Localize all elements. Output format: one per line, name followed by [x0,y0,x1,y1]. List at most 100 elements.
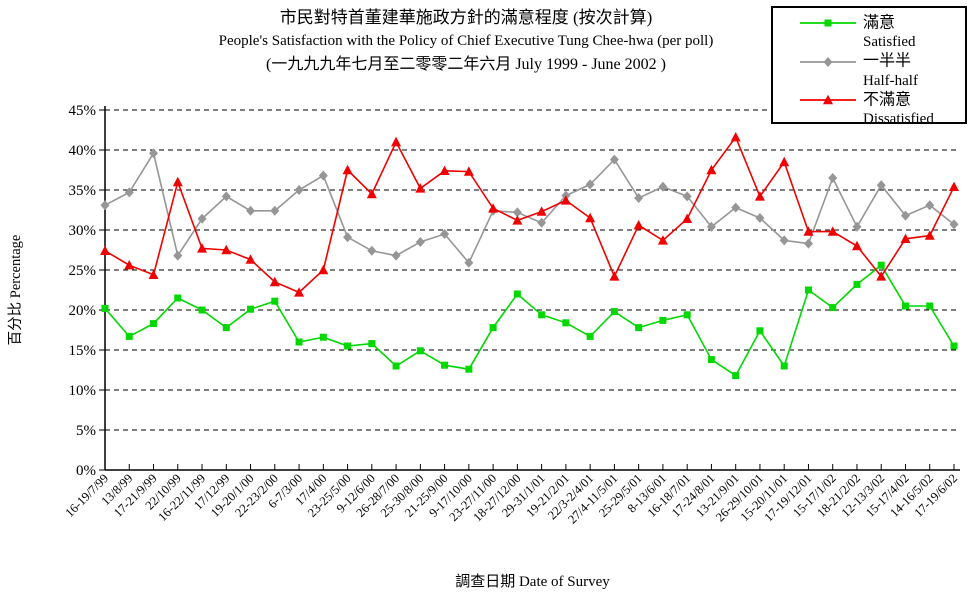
marker-square [465,365,473,373]
marker-square [804,286,812,294]
marker-triangle [269,276,280,287]
marker-triangle [585,212,596,223]
marker-square [271,297,279,305]
legend-satisfied-marker-icon [800,19,856,27]
marker-square [441,361,449,369]
legend-label-en: Half-half [863,72,918,89]
marker-diamond [270,205,280,216]
marker-diamond [149,148,159,159]
marker-diamond [391,250,401,261]
marker-triangle [900,233,911,243]
y-tick-label: 40% [69,143,97,159]
marker-square [513,290,521,298]
marker-diamond [512,207,522,218]
marker-triangle [536,206,547,216]
marker-square [950,342,958,350]
marker-triangle [124,260,135,270]
marker-square [780,362,788,370]
marker-diamond [343,232,353,243]
marker-diamond [440,229,450,239]
marker-diamond [221,191,231,202]
legend-item-dissatisfied: 不滿意 [800,90,965,110]
marker-triangle [730,132,741,142]
marker-triangle [512,215,523,225]
marker-triangle [245,254,256,264]
chart-title-en: People's Satisfaction with the Policy of… [218,33,714,49]
marker-square [319,333,327,341]
y-axis-title: 百分比 Percentage [7,235,24,346]
marker-square [853,280,861,288]
series-line-half-half [104,151,955,265]
marker-diamond [706,221,716,232]
legend-label-zh: 滿意 [863,14,896,32]
marker-diamond [828,173,838,183]
marker-square [824,19,832,27]
marker-square [344,342,352,350]
marker-square [489,324,497,332]
marker-diamond [876,180,886,191]
marker-diamond [367,245,377,256]
marker-diamond [803,238,813,249]
marker-square [150,320,158,328]
marker-diamond [124,187,134,198]
marker-square [635,324,643,332]
marker-square [247,305,255,313]
y-tick-label: 45% [69,103,97,119]
marker-diamond [246,205,256,216]
marker-triangle [633,220,644,230]
marker-triangle [221,244,232,255]
chart-title-zh: 市民對特首董建華施政方針的滿意程度 (按次計算) [279,8,653,27]
marker-diamond [682,191,692,202]
marker-diamond [634,193,644,203]
marker-triangle [197,243,208,253]
marker-triangle [463,166,474,176]
y-tick-label: 25% [69,263,97,279]
y-tick-label: 30% [69,223,97,239]
x-axis-title: 調查日期 Date of Survey [455,573,610,590]
marker-triangle [924,230,935,240]
marker-diamond [464,257,474,268]
marker-square [368,340,376,348]
marker-triangle [949,181,959,191]
marker-triangle [706,164,717,175]
marker-diamond [294,185,304,195]
chart-title-period: (一九九九年七月至二零零二年六月 July 1999 - June 2002 ) [266,56,666,73]
marker-triangle [851,240,862,251]
marker-diamond [731,202,741,213]
marker-square [222,324,230,332]
marker-square [829,304,837,312]
marker-square [295,338,303,346]
marker-triangle [294,287,305,297]
series-line-dissatisfied [104,135,955,294]
marker-triangle [682,213,693,223]
marker-triangle [318,264,329,275]
marker-diamond [823,56,833,67]
legend-label-en: Satisfied [863,34,916,51]
marker-triangle [366,188,377,199]
marker-diamond [779,235,789,246]
legend-label-en: Dissatisfied [863,110,934,127]
y-tick-label: 20% [69,303,97,319]
marker-square [901,302,909,310]
y-tick-label: 35% [69,183,97,199]
marker-square [392,362,400,370]
marker-square [707,356,715,364]
marker-triangle [415,183,426,193]
marker-diamond [949,219,959,230]
marker-square [125,332,133,340]
marker-triangle [609,271,620,281]
marker-triangle [779,156,790,167]
marker-diamond [658,181,668,192]
legend-item-half-half: 一半半 [800,51,965,71]
marker-triangle [823,94,833,105]
y-tick-label: 10% [69,383,97,399]
marker-triangle [827,226,838,236]
marker-diamond [197,213,207,224]
series-line-satisfied [104,264,955,377]
marker-square [732,372,740,380]
series-dissatisfied [100,132,959,297]
marker-diamond [537,217,547,228]
series-half-half [100,148,959,268]
